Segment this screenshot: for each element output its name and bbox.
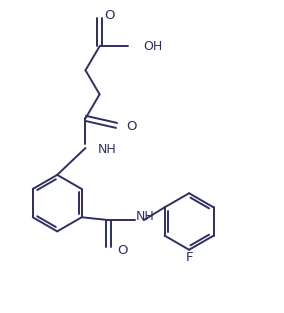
Text: F: F — [185, 251, 193, 264]
Text: NH: NH — [136, 210, 155, 223]
Text: O: O — [104, 9, 115, 22]
Text: OH: OH — [143, 40, 163, 53]
Text: NH: NH — [98, 143, 117, 156]
Text: O: O — [117, 244, 128, 257]
Text: O: O — [126, 120, 137, 133]
